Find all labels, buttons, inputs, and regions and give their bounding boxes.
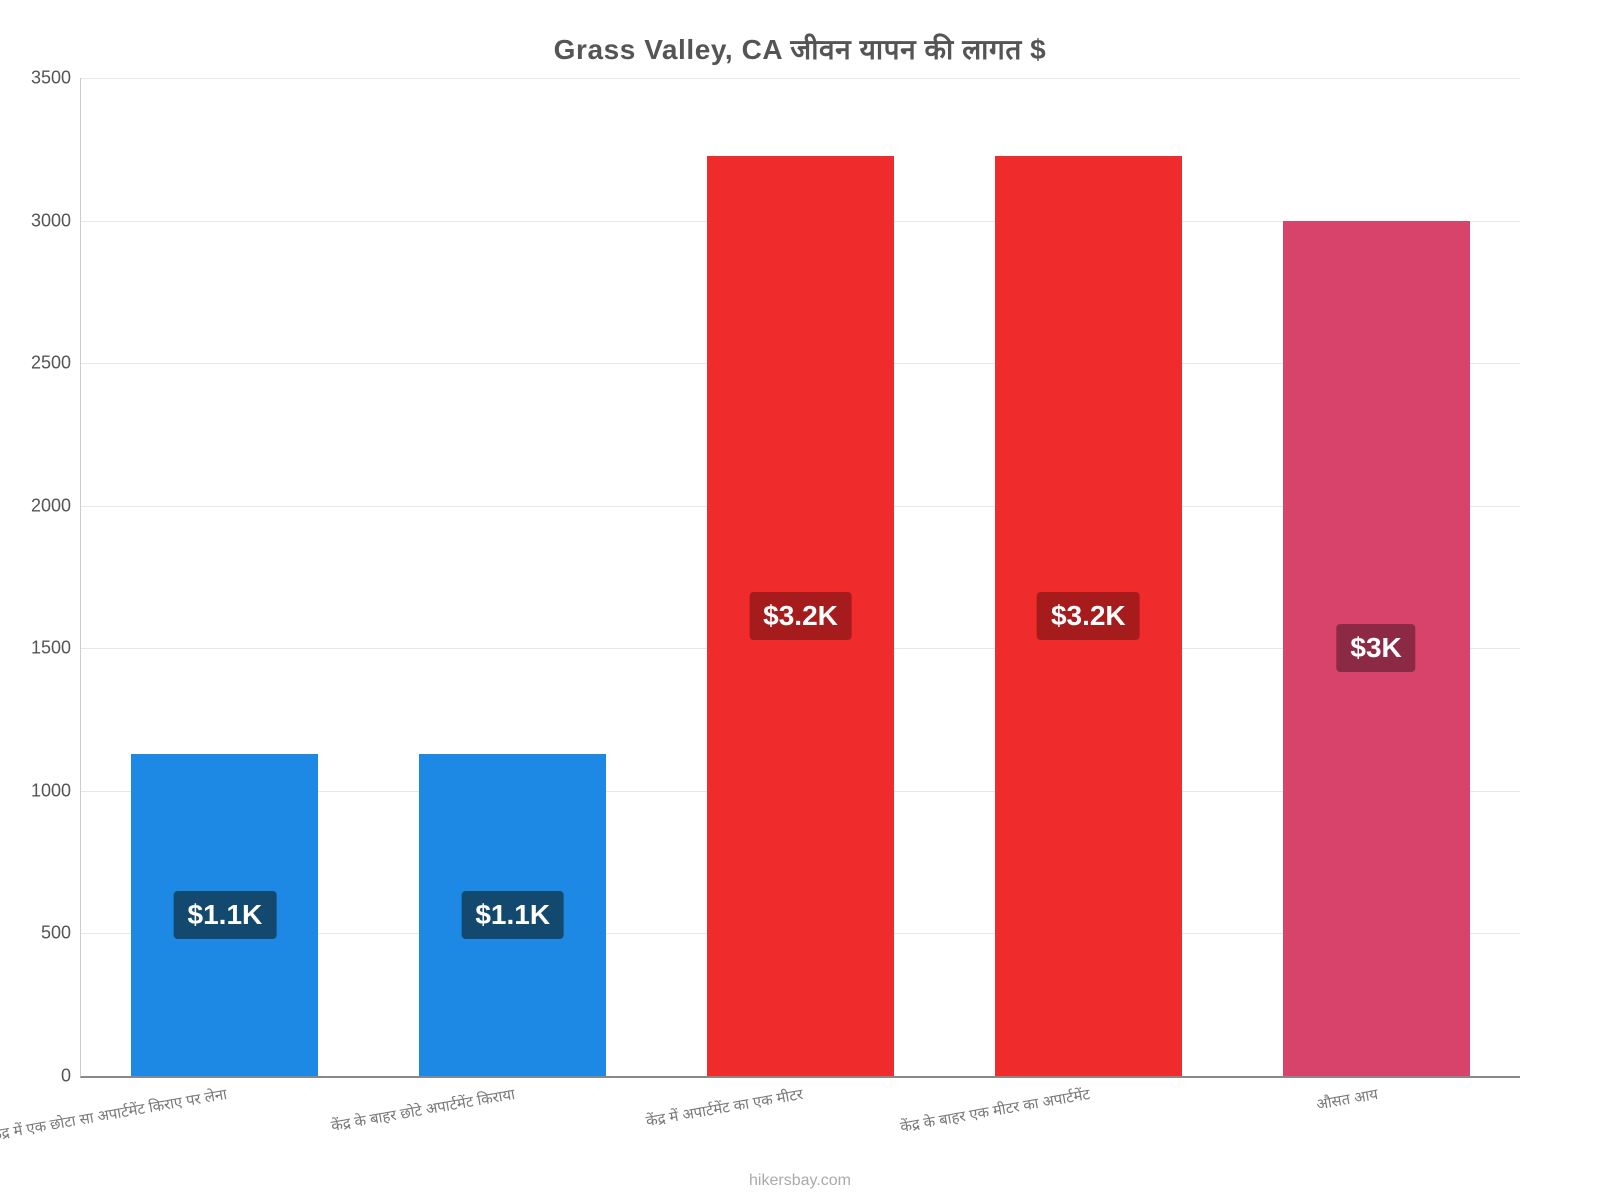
y-tick-label: 3500 [11, 68, 71, 89]
y-tick-label: 3000 [11, 210, 71, 231]
x-category-label: केंद्र के बाहर एक मीटर का अपार्टमेंट [899, 1084, 1092, 1137]
bar-value-label: $3K [1336, 624, 1415, 672]
cost-of-living-chart: Grass Valley, CA जीवन यापन की लागत $ 050… [80, 30, 1520, 1130]
bar-value-label: $1.1K [174, 891, 277, 939]
y-tick-label: 2000 [11, 495, 71, 516]
y-tick-label: 1000 [11, 780, 71, 801]
bar-value-label: $3.2K [749, 592, 852, 640]
y-tick-label: 0 [11, 1066, 71, 1087]
y-tick-label: 2500 [11, 353, 71, 374]
attribution-label: hikersbay.com [749, 1172, 851, 1190]
chart-title: Grass Valley, CA जीवन यापन की लागत $ [80, 30, 1520, 68]
x-category-label: औसत आय [1315, 1084, 1380, 1115]
y-tick-label: 1500 [11, 638, 71, 659]
x-category-label: केंद्र के बाहर छोटे अपार्टमेंट किराया [329, 1084, 516, 1136]
x-category-label: केंद्र में एक छोटा सा अपार्टमेंट किराए प… [0, 1084, 228, 1145]
y-tick-label: 500 [11, 923, 71, 944]
bar-value-label: $1.1K [461, 891, 564, 939]
x-category-label: केंद्र में अपार्टमेंट का एक मीटर [644, 1084, 804, 1131]
bar-value-label: $3.2K [1037, 592, 1140, 640]
plot-area: 0500100015002000250030003500$1.1Kकेंद्र … [80, 78, 1520, 1078]
gridline [81, 78, 1520, 79]
